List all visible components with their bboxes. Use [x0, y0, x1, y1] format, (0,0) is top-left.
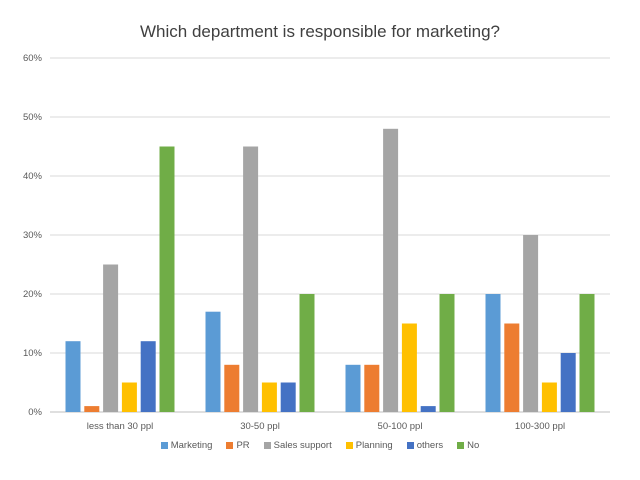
legend-swatch: [345, 442, 353, 449]
legend-item: others: [406, 440, 444, 451]
bar-sales-support: [383, 128, 399, 413]
bar-others: [140, 341, 156, 412]
bar-no: [439, 294, 455, 412]
legend-item: No: [457, 440, 479, 451]
chart-title: Which department is responsible for mark…: [140, 22, 500, 41]
x-category-label: 50-100 ppl: [378, 421, 423, 432]
legend-item: Planning: [345, 440, 393, 451]
legend-label: PR: [236, 440, 250, 451]
y-tick-label: 60%: [23, 53, 43, 64]
legend: Marketing PR Sales support Planning others No: [0, 440, 640, 451]
x-category-label: 100-300 ppl: [515, 421, 565, 432]
bar-planning: [541, 382, 557, 412]
legend-label: others: [416, 440, 444, 451]
legend-swatch: [160, 442, 168, 449]
legend-swatch: [226, 442, 234, 449]
bar-planning: [401, 323, 417, 412]
bar-others: [560, 353, 576, 412]
legend-item: PR: [226, 440, 250, 451]
bar-marketing: [65, 341, 81, 412]
legend-item: Marketing: [160, 440, 213, 451]
y-tick-label: 0%: [28, 407, 42, 418]
x-category-label: 30-50 ppl: [240, 421, 280, 432]
bar-sales-support: [523, 235, 539, 412]
legend-label: Planning: [355, 440, 393, 451]
y-tick-label: 40%: [23, 171, 43, 182]
legend-item: Sales support: [263, 440, 332, 451]
bar-others: [420, 406, 436, 412]
bar-marketing: [345, 364, 361, 412]
y-tick-label: 30%: [23, 230, 43, 241]
legend-label: No: [467, 440, 480, 451]
bar-marketing: [485, 294, 501, 412]
legend-swatch: [406, 442, 414, 449]
bar-pr: [364, 364, 380, 412]
y-tick-label: 50%: [23, 112, 43, 123]
bar-sales-support: [243, 146, 259, 412]
bar-no: [299, 294, 315, 412]
bar-pr: [504, 323, 520, 412]
bar-sales-support: [103, 264, 119, 412]
legend-swatch: [457, 442, 465, 449]
legend-swatch: [263, 442, 271, 449]
legend-label: Marketing: [170, 440, 213, 451]
bar-pr: [84, 406, 100, 412]
y-tick-label: 10%: [23, 348, 43, 359]
bar-planning: [261, 382, 277, 412]
legend-label: Sales support: [273, 440, 332, 451]
bar-pr: [224, 364, 240, 412]
bar-no: [159, 146, 175, 412]
bar-marketing: [205, 311, 221, 412]
bar-no: [579, 294, 595, 412]
y-tick-label: 20%: [23, 289, 43, 300]
x-category-label: less than 30 ppl: [87, 421, 154, 432]
bar-planning: [121, 382, 137, 412]
bar-others: [280, 382, 296, 412]
